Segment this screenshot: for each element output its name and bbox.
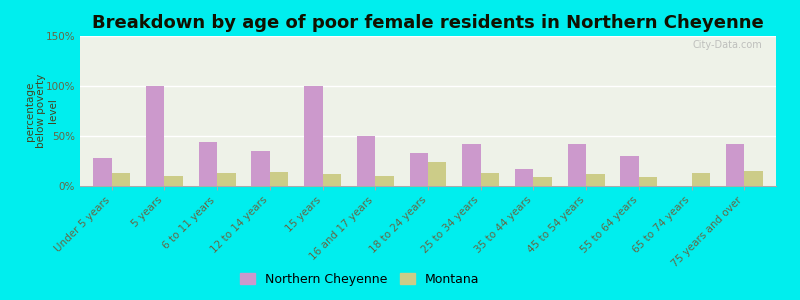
Bar [146, 86, 164, 186]
Legend: Northern Cheyenne, Montana: Northern Cheyenne, Montana [235, 268, 485, 291]
Bar [639, 177, 658, 186]
Bar [93, 158, 112, 186]
Bar [322, 174, 341, 186]
Bar [586, 174, 605, 186]
Bar [251, 151, 270, 186]
Bar [692, 173, 710, 186]
Bar [744, 171, 763, 186]
Bar [726, 144, 744, 186]
Bar [112, 173, 130, 186]
Bar [568, 144, 586, 186]
Title: Breakdown by age of poor female residents in Northern Cheyenne: Breakdown by age of poor female resident… [92, 14, 764, 32]
Bar [410, 153, 428, 186]
Bar [304, 86, 322, 186]
Bar [621, 156, 639, 186]
Bar [198, 142, 217, 186]
Bar [515, 169, 534, 186]
Bar [428, 162, 446, 186]
Bar [217, 173, 235, 186]
Bar [481, 173, 499, 186]
Bar [357, 136, 375, 186]
Y-axis label: percentage
below poverty
level: percentage below poverty level [25, 74, 58, 148]
Bar [270, 172, 288, 186]
Text: City-Data.com: City-Data.com [692, 40, 762, 50]
Bar [375, 176, 394, 186]
Bar [164, 176, 183, 186]
Bar [462, 144, 481, 186]
Bar [534, 177, 552, 186]
